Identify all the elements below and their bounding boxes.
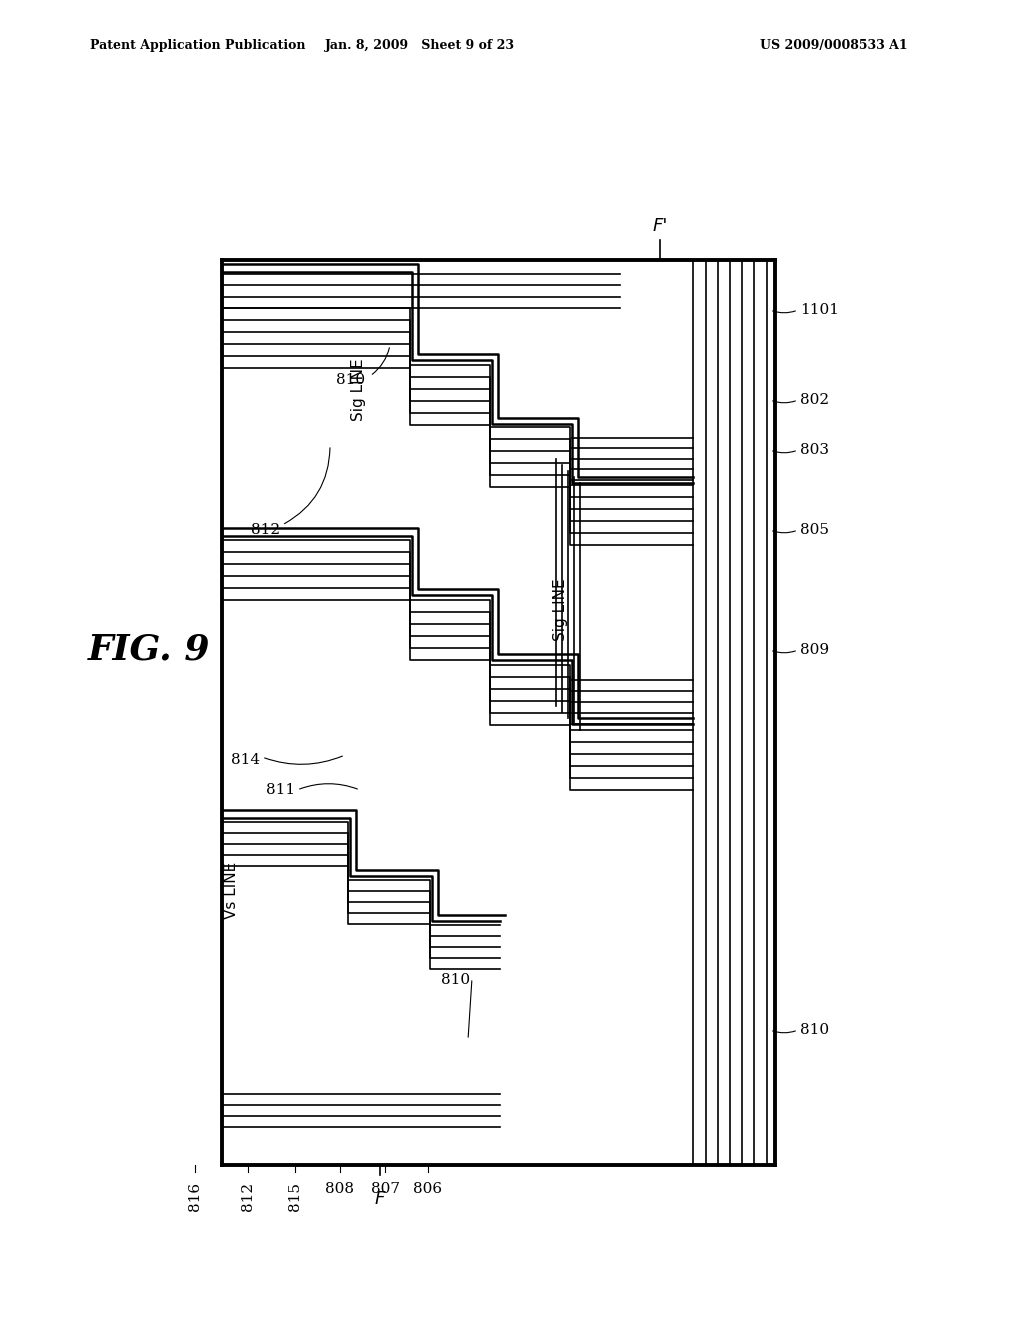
Text: 810: 810 [336,374,365,387]
Text: 803: 803 [800,444,829,457]
Text: Jan. 8, 2009   Sheet 9 of 23: Jan. 8, 2009 Sheet 9 of 23 [325,38,515,51]
Text: 810: 810 [441,973,470,987]
Text: FIG. 9: FIG. 9 [88,634,211,667]
Text: F: F [375,1191,385,1208]
Text: 812: 812 [251,523,280,537]
Text: 812: 812 [241,1181,255,1212]
Text: 811: 811 [266,783,295,797]
Text: Patent Application Publication: Patent Application Publication [90,38,305,51]
Text: 808: 808 [326,1181,354,1196]
Text: Sig LINE: Sig LINE [553,578,567,642]
Text: Vs LINE: Vs LINE [224,862,240,919]
Text: 815: 815 [288,1181,302,1210]
Text: 1101: 1101 [800,304,839,317]
Text: F': F' [652,216,668,235]
Text: 802: 802 [800,393,829,407]
Text: 814: 814 [230,752,260,767]
Text: 809: 809 [800,643,829,657]
Text: Sig LINE: Sig LINE [350,359,366,421]
Text: 810: 810 [800,1023,829,1038]
Text: 816: 816 [188,1181,202,1212]
Text: US 2009/0008533 A1: US 2009/0008533 A1 [760,38,907,51]
Text: 807: 807 [371,1181,399,1196]
Text: 806: 806 [414,1181,442,1196]
Text: 805: 805 [800,523,829,537]
